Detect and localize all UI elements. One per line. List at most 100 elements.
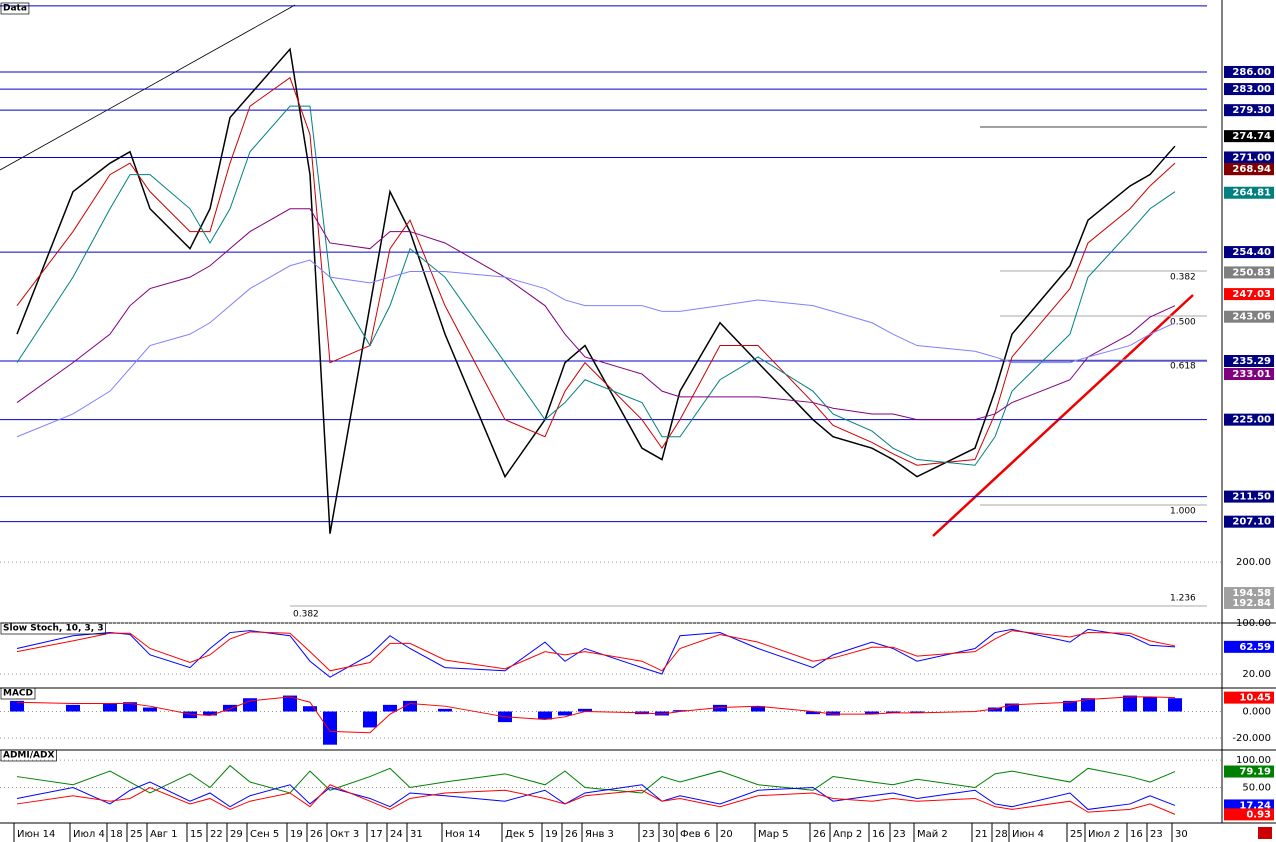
series-line bbox=[16, 630, 1176, 672]
histogram-bar bbox=[1005, 703, 1019, 712]
histogram-bar bbox=[383, 704, 397, 712]
histogram-bar bbox=[865, 711, 879, 715]
histogram-bar bbox=[143, 707, 157, 712]
series-line bbox=[16, 208, 1176, 421]
histogram-bar bbox=[10, 700, 24, 712]
price-tag-label: 279.30 bbox=[1232, 105, 1271, 116]
price-tag bbox=[1224, 65, 1274, 78]
x-tick-label: 25 bbox=[1070, 829, 1083, 840]
panel-title-box bbox=[0, 687, 36, 700]
x-tick-label: 22 bbox=[210, 829, 223, 840]
corner-icon[interactable] bbox=[1258, 827, 1272, 839]
x-tick-label: 20 bbox=[720, 829, 733, 840]
histogram-bar bbox=[243, 698, 257, 712]
price-tag-label: 17.24 bbox=[1239, 800, 1271, 811]
histogram-bar bbox=[578, 708, 592, 712]
histogram-bar bbox=[403, 700, 417, 712]
price-tag bbox=[1224, 266, 1274, 279]
x-tick-label: 17 bbox=[370, 829, 383, 840]
x-tick-label: Июн 4 bbox=[1012, 829, 1044, 840]
signal-line bbox=[16, 696, 1176, 734]
histogram-bar bbox=[910, 711, 924, 713]
price-tag-label: 274.74 bbox=[1232, 131, 1271, 142]
series-line bbox=[16, 781, 1176, 810]
y-tick-label: 100.00 bbox=[1236, 618, 1271, 629]
x-tick-label: 19 bbox=[545, 829, 558, 840]
series-line bbox=[16, 628, 1176, 678]
series-line bbox=[16, 764, 1176, 794]
histogram-bar bbox=[1123, 695, 1137, 712]
price-tag bbox=[1224, 596, 1274, 609]
y-tick-label: 100.00 bbox=[1236, 755, 1271, 766]
panel-title: ADMI/ADX bbox=[3, 751, 54, 761]
histogram-bar bbox=[1081, 698, 1095, 712]
price-tag-label: 225.00 bbox=[1232, 415, 1271, 426]
price-tag bbox=[1224, 691, 1274, 704]
histogram-bar bbox=[183, 711, 197, 719]
x-tick-label: Ноя 14 bbox=[445, 829, 481, 840]
x-tick-label: 23 bbox=[1150, 829, 1163, 840]
price-tag bbox=[1224, 163, 1274, 176]
histogram-bar bbox=[303, 706, 317, 712]
price-tag bbox=[1224, 413, 1274, 426]
price-tag bbox=[1224, 310, 1274, 323]
fib-label: 0.382 bbox=[293, 610, 319, 620]
series-line bbox=[16, 259, 1176, 438]
price-tag bbox=[1224, 587, 1274, 600]
x-tick-label: Мар 5 bbox=[758, 829, 789, 840]
x-tick-label: Янв 3 bbox=[585, 829, 614, 840]
panel-title-box bbox=[0, 622, 106, 635]
x-tick-label: Апр 2 bbox=[833, 829, 862, 840]
series-line bbox=[16, 76, 1176, 466]
price-tag bbox=[1224, 640, 1274, 653]
price-tag-label: 211.50 bbox=[1232, 492, 1271, 503]
price-tag-label: 254.40 bbox=[1232, 247, 1271, 258]
price-tag bbox=[1224, 246, 1274, 259]
series-line bbox=[16, 784, 1176, 815]
y-tick-label: -20.000 bbox=[1232, 733, 1271, 744]
x-tick-label: Дек 5 bbox=[505, 829, 535, 840]
price-tag bbox=[1224, 808, 1274, 821]
y-tick-label: 0.000 bbox=[1242, 706, 1271, 717]
y-tick-label: 20.00 bbox=[1242, 669, 1271, 680]
histogram-bar bbox=[103, 703, 117, 712]
series-line bbox=[16, 47, 1176, 534]
x-tick-label: 30 bbox=[1175, 829, 1188, 840]
x-tick-label: 25 bbox=[130, 829, 143, 840]
x-tick-label: 19 bbox=[290, 829, 303, 840]
price-tag-label: 247.03 bbox=[1232, 289, 1271, 300]
histogram-bar bbox=[203, 711, 217, 716]
price-tag-label: 250.83 bbox=[1232, 267, 1271, 278]
x-tick-label: Май 2 bbox=[917, 829, 948, 840]
price-tag bbox=[1224, 130, 1274, 143]
x-tick-label: 31 bbox=[410, 829, 423, 840]
histogram-bar bbox=[751, 706, 765, 712]
panel-title: Slow Stoch, 10, 3, 3 bbox=[3, 624, 104, 634]
price-tag-label: 79.19 bbox=[1239, 767, 1271, 778]
x-tick-label: 16 bbox=[1130, 829, 1143, 840]
x-tick-label: 28 bbox=[995, 829, 1008, 840]
fib-label: 1.236 bbox=[1170, 594, 1196, 604]
x-tick-label: 26 bbox=[310, 829, 323, 840]
histogram-bar bbox=[1063, 700, 1077, 712]
histogram-bar bbox=[806, 711, 820, 715]
price-tag bbox=[1224, 490, 1274, 503]
histogram-bar bbox=[713, 704, 727, 712]
histogram-bar bbox=[283, 695, 297, 712]
price-tag-label: 194.58 bbox=[1232, 588, 1271, 599]
panel-title-box bbox=[0, 749, 57, 762]
price-tag bbox=[1224, 765, 1274, 778]
x-tick-label: Июн 14 bbox=[17, 829, 55, 840]
price-tag bbox=[1224, 186, 1274, 199]
trend-line bbox=[0, 4, 296, 171]
price-tag-label: 243.06 bbox=[1232, 312, 1271, 323]
fib-label: 0.618 bbox=[1170, 362, 1196, 372]
histogram-bar bbox=[1143, 696, 1157, 712]
x-tick-label: 18 bbox=[110, 829, 123, 840]
histogram-bar bbox=[66, 704, 80, 712]
fib-label: 0.500 bbox=[1170, 318, 1196, 328]
y-tick-label: 200.00 bbox=[1236, 557, 1271, 568]
price-tag-label: 286.00 bbox=[1232, 67, 1271, 78]
x-tick-label: 15 bbox=[190, 829, 203, 840]
